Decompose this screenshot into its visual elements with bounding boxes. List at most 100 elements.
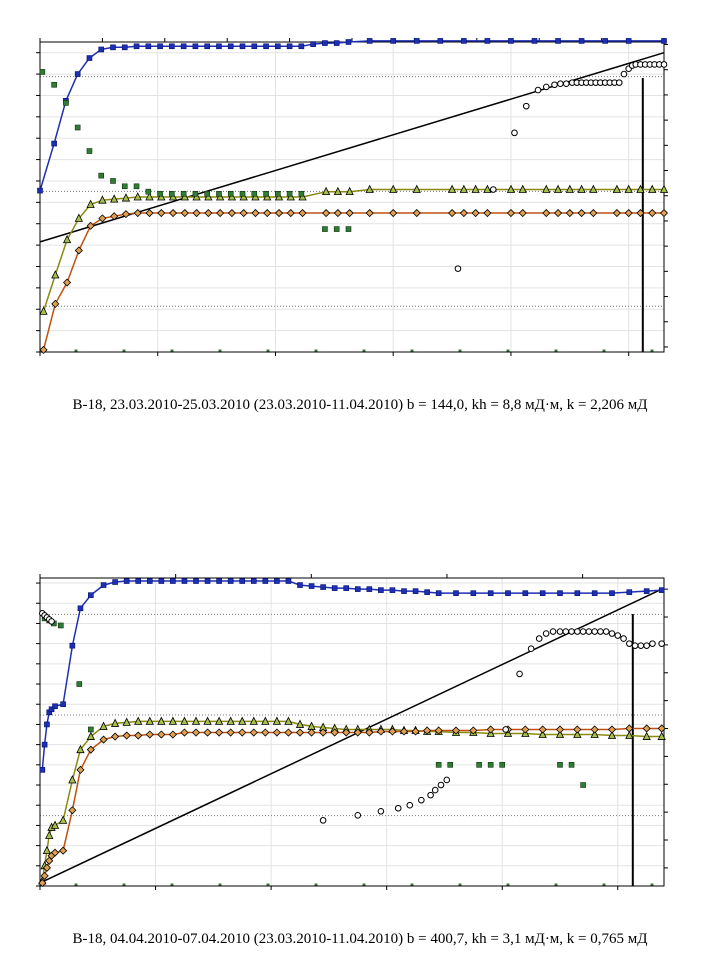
data-point-circle [557, 80, 564, 87]
data-point-square [508, 38, 514, 44]
data-point-diamond [521, 725, 530, 734]
data-point-diamond [333, 208, 342, 218]
data-point-square [145, 43, 152, 50]
data-point-square [389, 587, 396, 593]
data-point-circle [502, 726, 509, 733]
chart-2-caption: В-18, 04.04.2010-07.04.2010 (23.03.2010-… [72, 931, 648, 947]
data-point-square [453, 590, 459, 596]
data-point-diamond [459, 208, 468, 218]
fit-line [39, 587, 665, 884]
data-point-diamond [434, 726, 443, 735]
data-point-circle [585, 628, 593, 635]
data-point-square [574, 590, 581, 596]
data-point-circle [614, 632, 622, 639]
data-point-diamond [86, 221, 95, 230]
data-point-square [602, 38, 608, 44]
data-point-triangle [191, 716, 201, 725]
data-point-square [401, 588, 407, 594]
data-point-green-square [447, 762, 454, 768]
data-point-circle [658, 640, 665, 647]
data-point-green-square [286, 190, 293, 197]
data-point-triangle [98, 195, 107, 204]
data-point-circle [579, 628, 587, 635]
data-point-diamond [39, 345, 48, 354]
data-point-triangle [518, 184, 527, 193]
data-point-square [204, 578, 211, 584]
data-point-square [169, 43, 175, 50]
data-point-green-square [322, 226, 328, 232]
data-point-triangle [506, 184, 516, 193]
data-point-diamond [589, 208, 598, 218]
data-point-green-square [298, 190, 305, 197]
baseline-marker [170, 349, 174, 352]
data-point-circle [418, 796, 425, 804]
baseline-marker [218, 883, 222, 886]
data-point-diamond [642, 724, 651, 733]
data-point-triangle [76, 744, 85, 754]
data-point-circle [522, 102, 530, 110]
data-point-diamond [133, 208, 142, 218]
data-point-diamond [40, 871, 49, 880]
data-point-green-square [145, 188, 152, 195]
baseline-marker [74, 349, 78, 352]
baseline-marker [218, 349, 222, 352]
data-point-square [216, 578, 222, 584]
data-point-diamond [180, 208, 189, 218]
baseline-marker [602, 883, 606, 886]
data-point-diamond [59, 846, 68, 855]
data-point-square [98, 46, 105, 53]
data-point-square [74, 71, 81, 77]
data-point-diamond [204, 208, 213, 218]
data-point-triangle [295, 719, 305, 728]
data-point-diamond [272, 728, 281, 737]
baseline-marker [122, 349, 126, 352]
data-point-diamond [506, 208, 516, 218]
data-point-diamond [636, 208, 645, 218]
data-point-triangle [471, 184, 480, 193]
data-point-triangle [573, 729, 582, 738]
data-point-square [263, 43, 269, 50]
data-point-diamond [51, 299, 60, 308]
data-point-square [170, 578, 176, 584]
data-point-square [390, 38, 397, 44]
chart-2 [36, 574, 668, 890]
data-point-square [86, 55, 93, 61]
data-point-circle [394, 804, 402, 812]
data-point-green-square [192, 190, 199, 197]
data-point-square [285, 578, 292, 584]
data-point-circle [527, 645, 535, 652]
data-point-green-square [39, 69, 46, 75]
data-point-diamond [307, 728, 316, 737]
data-point-square [366, 38, 373, 44]
data-point-square [88, 592, 94, 598]
data-point-square [354, 586, 361, 592]
data-point-diamond [86, 745, 95, 754]
data-point-square [110, 44, 116, 51]
data-point-circle [48, 618, 55, 625]
baseline-marker [458, 883, 462, 886]
data-point-circle [597, 628, 604, 635]
data-point-green-square [557, 762, 563, 768]
data-point-circle [649, 640, 656, 647]
data-point-green-square [239, 190, 246, 197]
data-point-diamond [168, 208, 178, 218]
data-point-diamond [261, 728, 270, 737]
baseline-marker [362, 883, 366, 886]
data-point-square [51, 140, 57, 147]
data-point-circle [427, 791, 434, 799]
data-point-square [158, 578, 165, 584]
data-point-circle [556, 628, 564, 635]
data-point-square [658, 587, 665, 593]
data-point-diamond [659, 208, 669, 218]
data-point-diamond [342, 728, 351, 737]
data-point-square [626, 589, 633, 595]
data-point-diamond [203, 728, 212, 737]
data-point-square [37, 187, 43, 194]
data-point-diamond [322, 208, 331, 218]
data-point-diamond [145, 208, 154, 218]
data-point-square [274, 578, 280, 584]
baseline-marker [650, 349, 654, 352]
data-point-triangle [50, 820, 60, 829]
baseline-marker [602, 349, 606, 352]
data-point-circle [406, 801, 414, 809]
